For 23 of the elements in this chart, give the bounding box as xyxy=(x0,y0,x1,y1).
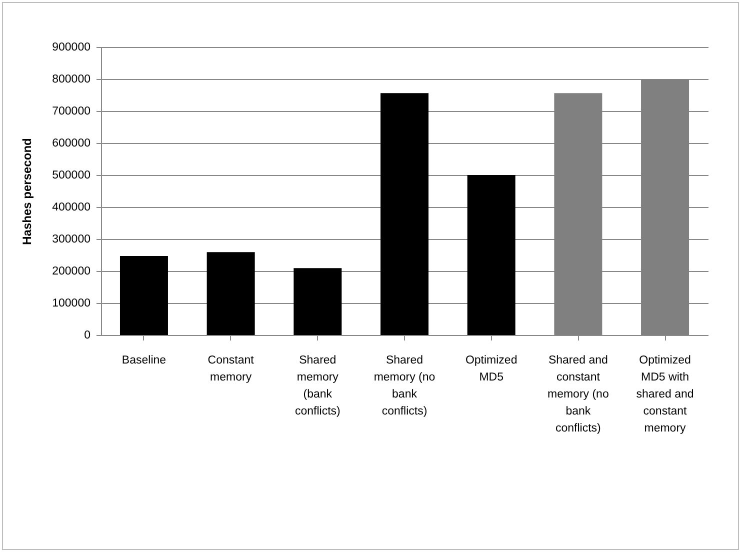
x-tick-label: Shared memory (bank conflicts) xyxy=(294,354,341,418)
x-tick-label: Optimized MD5 with shared and constant memory xyxy=(636,354,694,434)
x-tick-label: Constant memory xyxy=(208,354,255,384)
y-tick-label: 600000 xyxy=(52,138,90,150)
x-tick-label: Optimized MD5 xyxy=(465,354,518,384)
y-tick-label: 900000 xyxy=(52,42,90,54)
bar xyxy=(467,175,516,335)
bar xyxy=(380,93,428,335)
bar xyxy=(294,268,342,335)
x-tick-label: Shared memory (no bank conflicts) xyxy=(374,354,436,418)
bar xyxy=(120,256,168,335)
y-tick-label: 300000 xyxy=(52,234,90,246)
y-tick-label: 400000 xyxy=(52,202,90,214)
y-tick-label: 100000 xyxy=(52,298,90,310)
y-tick-label: 500000 xyxy=(52,170,90,182)
y-tick-label: 0 xyxy=(84,330,90,342)
y-tick-label: 800000 xyxy=(52,74,90,86)
x-tick-label: Baseline xyxy=(122,354,166,366)
y-axis-title: Hashes persecond xyxy=(20,138,34,245)
y-tick-label: 200000 xyxy=(52,266,90,278)
x-tick-label: Shared and constant memory (no bank conflicts) xyxy=(547,354,609,434)
y-tick-label: 700000 xyxy=(52,106,90,118)
bar xyxy=(206,252,255,335)
